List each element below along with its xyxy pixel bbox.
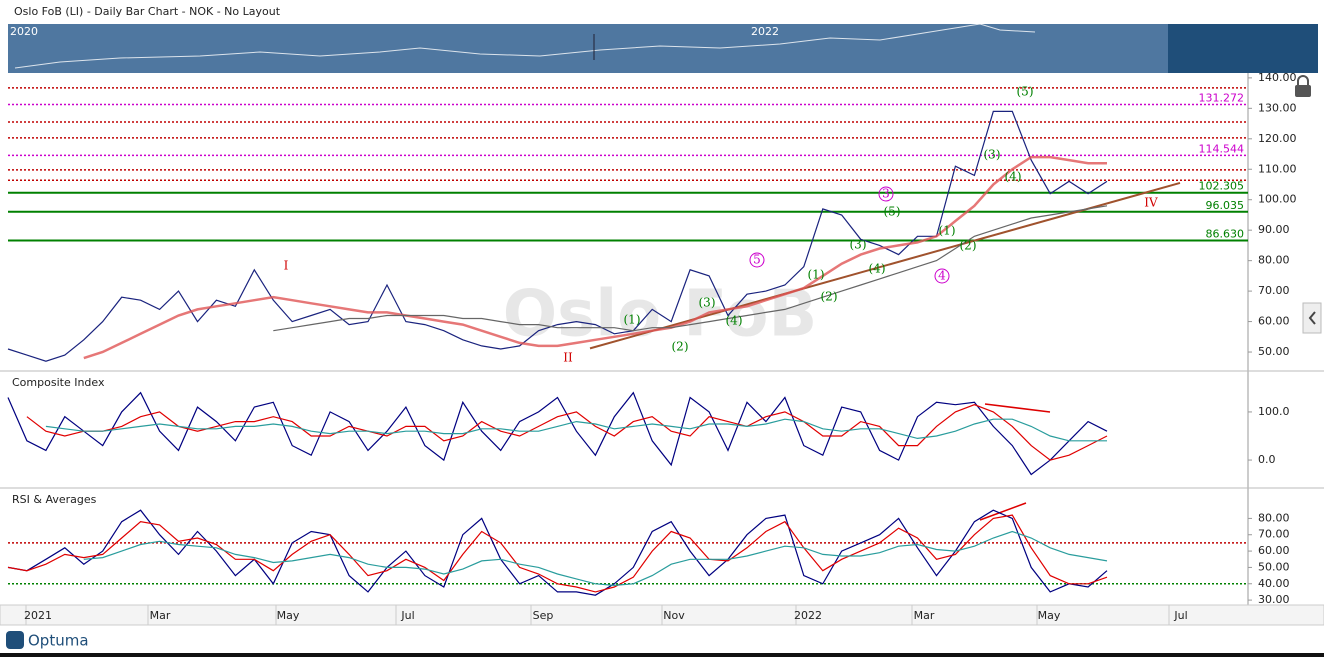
series-line — [7, 391, 1108, 476]
x-tick-label: Mar — [150, 609, 171, 622]
wave-label: (2) — [960, 239, 977, 253]
x-tick-label: Jul — [400, 609, 414, 622]
wave-circle — [934, 268, 950, 284]
wave-label: IV — [1144, 196, 1158, 210]
wave-label: II — [563, 351, 573, 365]
wave-label: (4) — [726, 314, 743, 328]
wave-label: (2) — [821, 290, 838, 304]
level-label: 131.272 — [1199, 91, 1245, 104]
logo: Optuma — [6, 631, 89, 650]
y-tick-label: 60.00 — [1258, 315, 1290, 328]
wave-label: (5) — [884, 205, 901, 219]
wave-label: (3) — [984, 148, 1001, 162]
level-label: 86.630 — [1206, 227, 1245, 240]
y-tick-label: 80.00 — [1258, 254, 1290, 267]
wave-label: (3) — [850, 238, 867, 252]
navigator-label: 2020 — [10, 25, 38, 38]
side-panel-toggle[interactable] — [1302, 302, 1322, 334]
navigator-line — [14, 23, 1036, 69]
y-tick-label: 80.00 — [1258, 511, 1290, 524]
y-tick-label: 130.00 — [1258, 101, 1297, 114]
level-label: 96.035 — [1206, 199, 1245, 212]
y-tick-label: 30.00 — [1258, 593, 1290, 606]
x-tick-label: May — [277, 609, 300, 622]
y-tick-label: 70.00 — [1258, 284, 1290, 297]
y-tick-label: 70.00 — [1258, 528, 1290, 541]
series-line — [7, 514, 1108, 593]
x-tick-label: Jul — [1173, 609, 1187, 622]
y-tick-label: 50.00 — [1258, 345, 1290, 358]
wave-label: 5 — [753, 253, 761, 267]
y-tick-label: 120.00 — [1258, 132, 1297, 145]
navigator-label: 2022 — [751, 25, 779, 38]
x-tick-label: Sep — [533, 609, 554, 622]
x-tick-label: 2021 — [24, 609, 52, 622]
series-line — [83, 155, 1107, 360]
y-tick-label: 140.00 — [1258, 71, 1297, 84]
y-tick-label: 100.00 — [1258, 193, 1297, 206]
y-tick-label: 100.0 — [1258, 405, 1290, 418]
wave-label: (4) — [1005, 170, 1022, 184]
x-tick-label: Nov — [663, 609, 685, 622]
y-tick-label: 90.00 — [1258, 223, 1290, 236]
wave-label: I — [284, 259, 289, 273]
navigator[interactable] — [8, 24, 1168, 73]
wave-label: (1) — [624, 313, 641, 327]
wave-circle — [878, 186, 894, 202]
wave-label: (1) — [808, 268, 825, 282]
wave-label: 3 — [882, 187, 890, 201]
y-tick-label: 60.00 — [1258, 544, 1290, 557]
level-label: 114.544 — [1199, 142, 1245, 155]
x-tick-label: 2022 — [794, 609, 822, 622]
trendline — [589, 182, 1181, 350]
wave-label: 4 — [938, 269, 946, 283]
series-line — [273, 205, 1108, 332]
divergence-line — [979, 502, 1027, 521]
series-line — [45, 418, 1107, 442]
wave-label: (5) — [1017, 85, 1034, 99]
panel-title: RSI & Averages — [12, 493, 97, 506]
wave-label: (1) — [939, 224, 956, 238]
y-tick-label: 0.0 — [1258, 453, 1276, 466]
y-tick-label: 110.00 — [1258, 162, 1297, 175]
series-line — [83, 530, 1108, 587]
divergence-line — [984, 403, 1051, 413]
x-tick-label: Mar — [914, 609, 935, 622]
bottom-bar — [0, 653, 1324, 657]
wave-label: (3) — [699, 296, 716, 310]
lock-icon[interactable] — [1295, 75, 1311, 97]
wave-label: (2) — [672, 340, 689, 354]
wave-label: (4) — [869, 262, 886, 276]
window-title: Oslo FoB (LI) - Daily Bar Chart - NOK - … — [14, 5, 281, 18]
navigator-future — [1168, 24, 1318, 73]
panel-title: Composite Index — [12, 376, 105, 389]
y-tick-label: 40.00 — [1258, 577, 1290, 590]
logo-text: Optuma — [28, 632, 89, 650]
x-tick-label: May — [1038, 609, 1061, 622]
wave-circle — [749, 252, 765, 268]
level-label: 102.305 — [1199, 180, 1245, 193]
y-tick-label: 50.00 — [1258, 560, 1290, 573]
